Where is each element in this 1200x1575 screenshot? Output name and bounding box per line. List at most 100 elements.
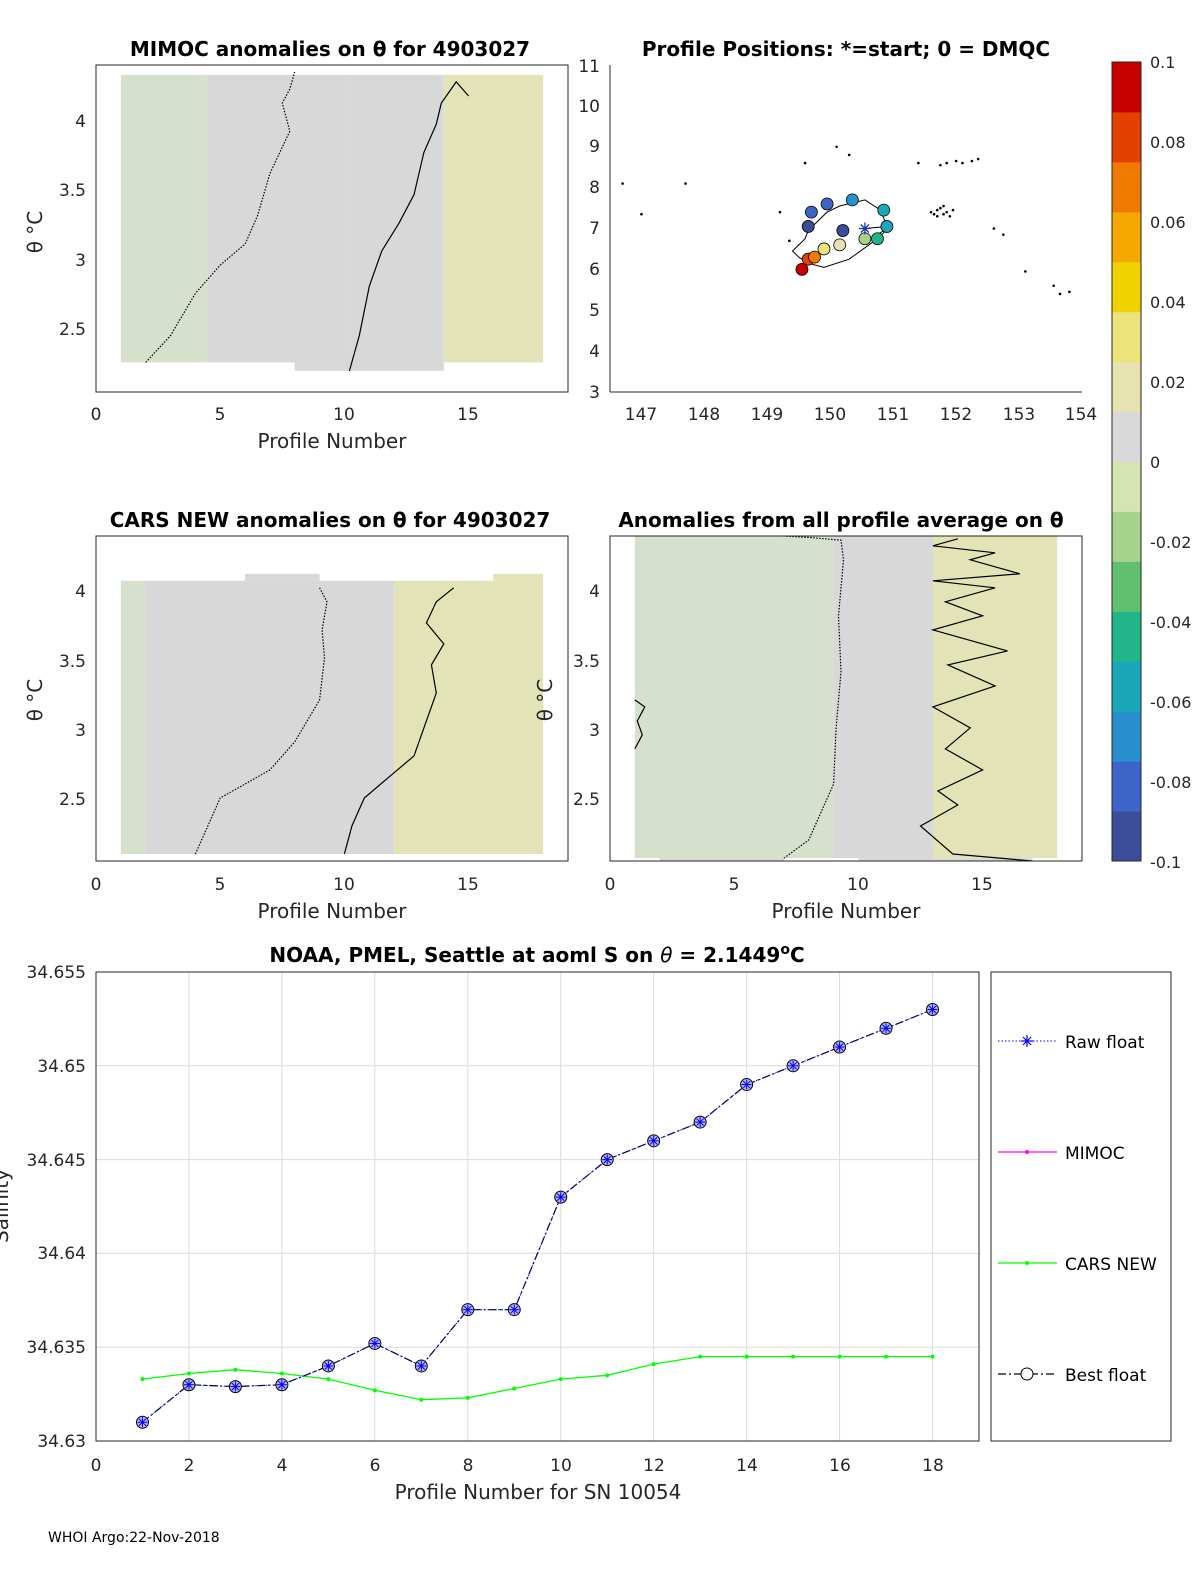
other-float-dot <box>684 182 687 185</box>
colorbar-tick: -0.08 <box>1150 773 1191 792</box>
positions-profile-markers <box>795 193 894 276</box>
positions-xtick: 149 <box>751 405 783 425</box>
cars-point <box>279 1371 284 1376</box>
colorbar-segment <box>1112 411 1141 462</box>
cars-ytick: 3.5 <box>59 652 86 672</box>
average-ytick: 2.5 <box>573 790 600 810</box>
cars-xtick: 15 <box>457 875 479 895</box>
heatmap-cell <box>858 858 1033 861</box>
heatmap-cell <box>294 362 345 371</box>
salinity-title: NOAA, PMEL, Seattle at aoml S on θ = 2.1… <box>269 942 804 967</box>
legend-box <box>990 971 1172 1442</box>
asterisk-stroke <box>882 1024 890 1033</box>
mimoc-ytick: 3.5 <box>59 181 86 201</box>
salinity-panel: NOAA, PMEL, Seattle at aoml S on θ = 2.1… <box>0 942 980 1504</box>
raw-float-asterisk-icon <box>648 1135 659 1146</box>
cars-point <box>791 1354 796 1359</box>
other-float-dot <box>939 163 942 167</box>
profile-marker <box>820 197 834 211</box>
average-ylabel: θ °C <box>533 679 557 722</box>
average-x-ticks: 0 5 10 15 <box>605 875 993 895</box>
cars-panel: CARS NEW anomalies on θ for 4903027 Prof… <box>23 508 569 923</box>
cars-point <box>233 1367 238 1372</box>
raw-float-asterisk-icon <box>416 1360 427 1371</box>
salinity-legend: Raw float MIMOC CARS NEW Best float <box>990 971 1172 1442</box>
average-heatmap <box>634 536 1058 861</box>
raw-float-asterisk-icon <box>462 1304 473 1315</box>
other-float-dot <box>1058 292 1062 296</box>
other-float-dot <box>942 204 945 208</box>
average-xtick: 5 <box>729 875 740 895</box>
other-float-dot <box>1068 290 1071 294</box>
colorbar-segment <box>1112 811 1141 862</box>
positions-xtick: 148 <box>688 405 720 425</box>
cars-positive-contour <box>343 587 455 855</box>
average-xtick: 10 <box>847 875 869 895</box>
cars-zero-contour <box>194 587 328 855</box>
cars-point <box>651 1362 656 1367</box>
mimoc-title: MIMOC anomalies on θ for 4903027 <box>130 37 530 61</box>
cars-xtick: 10 <box>333 875 355 895</box>
asterisk-stroke <box>789 1061 797 1070</box>
cars-point <box>372 1388 377 1393</box>
other-float-dot <box>1002 233 1005 236</box>
asterisk-icon <box>1021 1035 1033 1047</box>
asterisk-stroke <box>324 1362 333 1370</box>
positions-ytick: 11 <box>578 57 600 77</box>
other-float-dot <box>1024 270 1027 273</box>
colorbar-segment <box>1112 361 1141 413</box>
other-float-dot <box>970 159 974 163</box>
salinity-xtick: 6 <box>370 1456 381 1476</box>
salinity-raw-line <box>142 1009 933 1423</box>
colorbar-tick: 0 <box>1150 453 1160 472</box>
cars-y-ticks: 2.5 3 3.5 4 <box>59 582 86 810</box>
mimoc-panel: MIMOC anomalies on θ for 4903027 Profile… <box>23 37 569 453</box>
salinity-xtick: 8 <box>463 1456 474 1476</box>
start-asterisk-icon <box>858 222 871 235</box>
asterisk-stroke <box>649 1136 658 1145</box>
cars-point <box>465 1395 470 1400</box>
asterisk-stroke <box>835 1043 844 1051</box>
cars-axes-box <box>95 535 569 862</box>
mimoc-xtick: 10 <box>333 405 355 425</box>
cars-ytick: 4 <box>75 582 86 602</box>
raw-float-asterisk-icon <box>788 1060 799 1071</box>
mimoc-zero-contour <box>145 71 296 363</box>
average-ytick: 3 <box>589 721 600 741</box>
mimoc-ylabel: θ °C <box>23 211 47 254</box>
salinity-cars-line <box>142 1355 933 1401</box>
cars-point <box>698 1354 703 1359</box>
colorbar-tick: 0.1 <box>1150 53 1175 72</box>
profile-marker <box>858 232 872 246</box>
other-float-dot <box>935 214 939 218</box>
cars-point <box>419 1397 424 1402</box>
salinity-ytick: 34.64 <box>37 1244 86 1264</box>
cars-point <box>605 1373 610 1378</box>
legend-entry-cars-new: CARS NEW <box>998 1255 1157 1275</box>
mimoc-xlabel: Profile Number <box>258 429 408 453</box>
mimoc-x-ticks: 0 5 10 15 <box>91 405 479 425</box>
cars-x-ticks: 0 5 10 15 <box>91 875 479 895</box>
other-float-dot <box>948 214 952 218</box>
heatmap-cell <box>245 573 320 581</box>
colorbar-gradient <box>1112 62 1141 862</box>
other-float-dot <box>932 212 936 216</box>
raw-float-asterisk-icon <box>230 1381 241 1392</box>
other-float-dot <box>803 161 807 165</box>
positions-ytick: 8 <box>589 178 600 198</box>
colorbar-segment <box>1112 461 1141 512</box>
legend-entry-best-float: Best float <box>998 1366 1147 1386</box>
mimoc-xtick: 5 <box>215 405 226 425</box>
raw-float-asterisk-icon <box>509 1304 520 1315</box>
raw-float-asterisk-icon <box>602 1154 613 1165</box>
salinity-ylabel: Salinity <box>0 1169 13 1243</box>
other-float-dot <box>954 159 958 163</box>
positions-ytick: 3 <box>589 383 600 403</box>
average-zero-contour <box>783 535 845 859</box>
colorbar-segment <box>1112 111 1141 163</box>
salinity-x-ticks: 0 2 4 6 8 10 12 14 16 18 <box>91 1456 944 1476</box>
asterisk-stroke <box>928 1005 937 1014</box>
mimoc-xtick: 15 <box>457 405 479 425</box>
average-y-ticks: 2.5 3 3.5 4 <box>573 582 600 810</box>
other-float-dot <box>976 157 980 161</box>
